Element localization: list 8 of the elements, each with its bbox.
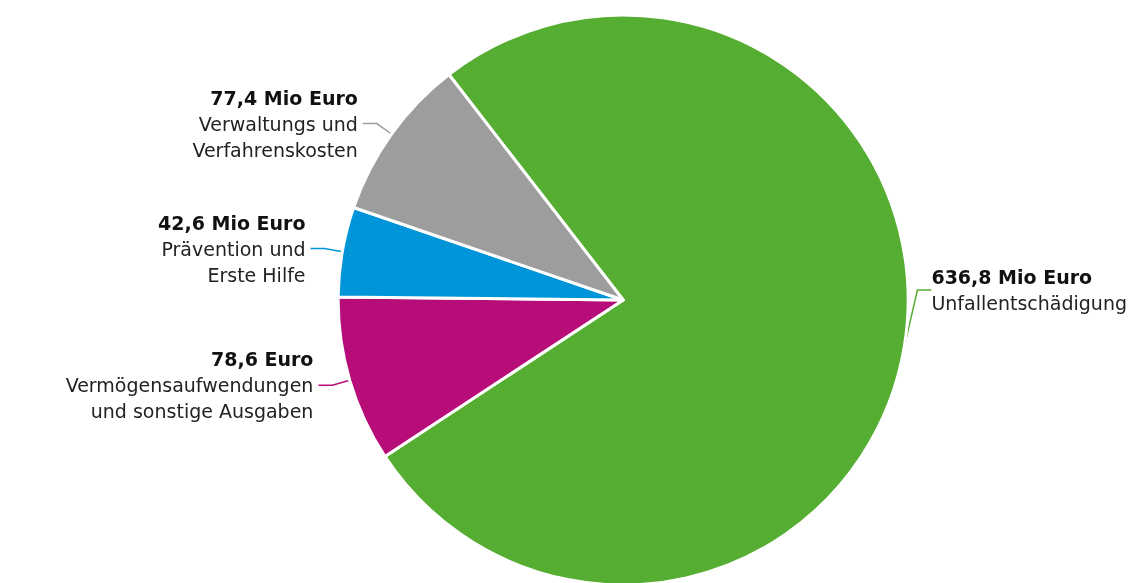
data-label: 636,8 Mio Euro (931, 266, 1093, 289)
data-label: 42,6 Mio Euro (158, 211, 306, 234)
data-label: 77,4 Mio Euro (210, 86, 358, 109)
slice-label: Vermögensaufwendungen und sonstige Ausgaben (65, 374, 314, 423)
slice-label: Prävention und Erste Hilfe (161, 237, 306, 286)
data-label: 78,6 Euro (210, 348, 314, 371)
slice-label: Verwaltungs und Verfahrenskosten (192, 112, 358, 161)
slice-label: Unfallentschädigung (931, 292, 1128, 315)
